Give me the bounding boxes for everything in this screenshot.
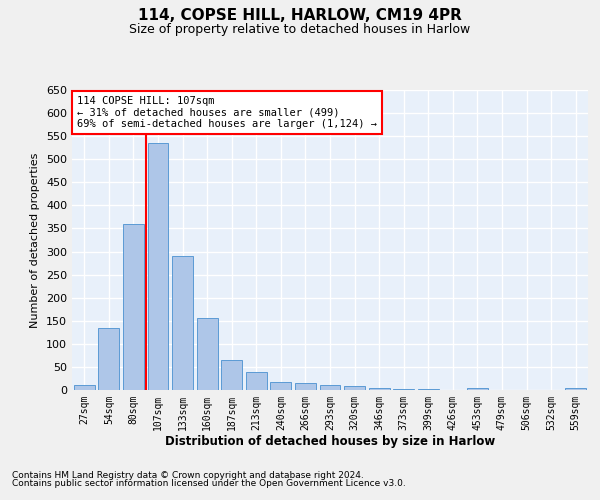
Text: Contains HM Land Registry data © Crown copyright and database right 2024.: Contains HM Land Registry data © Crown c…: [12, 471, 364, 480]
Bar: [368, 388, 389, 390]
Bar: [221, 360, 242, 390]
Bar: [123, 224, 144, 390]
Bar: [271, 382, 292, 390]
Bar: [148, 143, 169, 390]
Bar: [344, 386, 365, 390]
Bar: [74, 386, 95, 390]
Text: 114 COPSE HILL: 107sqm
← 31% of detached houses are smaller (499)
69% of semi-de: 114 COPSE HILL: 107sqm ← 31% of detached…: [77, 96, 377, 129]
Bar: [393, 388, 414, 390]
Bar: [320, 386, 340, 390]
Text: Contains public sector information licensed under the Open Government Licence v3: Contains public sector information licen…: [12, 478, 406, 488]
Text: Distribution of detached houses by size in Harlow: Distribution of detached houses by size …: [165, 435, 495, 448]
Text: Size of property relative to detached houses in Harlow: Size of property relative to detached ho…: [130, 22, 470, 36]
Bar: [172, 256, 193, 390]
Bar: [565, 388, 586, 390]
Text: 114, COPSE HILL, HARLOW, CM19 4PR: 114, COPSE HILL, HARLOW, CM19 4PR: [138, 8, 462, 22]
Bar: [418, 388, 439, 390]
Bar: [197, 318, 218, 390]
Y-axis label: Number of detached properties: Number of detached properties: [31, 152, 40, 328]
Bar: [98, 328, 119, 390]
Bar: [295, 383, 316, 390]
Bar: [467, 388, 488, 390]
Bar: [246, 372, 267, 390]
